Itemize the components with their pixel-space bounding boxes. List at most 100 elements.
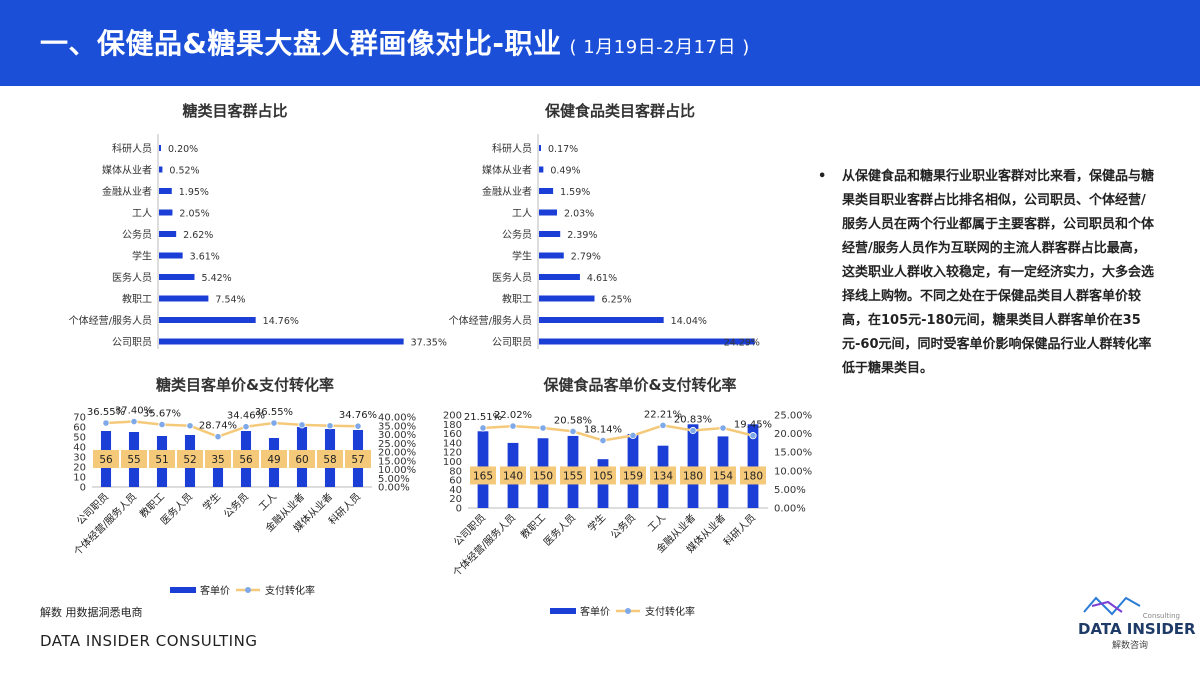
- chart-title-candy-share: 糖类目客群占比: [182, 102, 288, 120]
- share-bar: [159, 145, 161, 151]
- price-bar: [747, 424, 759, 508]
- share-bar: [539, 188, 554, 194]
- price-label-bg: [470, 466, 496, 485]
- chart-candy-share: 科研人员 0.20% 媒体从业者 0.52% 金融从业者 1.95% 工人 2.05% 公务员 2…: [69, 134, 447, 349]
- price-label: 55: [127, 454, 140, 466]
- price-label-bg: [261, 450, 287, 468]
- header-bar: 一、保健品&糖果大盘人群画像对比-职业( 1月19日-2月17日 ): [0, 0, 1200, 86]
- y-tick-label: 200: [443, 411, 462, 422]
- category-label: 个体经营/服务人员: [449, 314, 532, 327]
- share-bar: [159, 188, 172, 194]
- price-label: 165: [473, 470, 493, 482]
- price-label: 56: [99, 454, 113, 466]
- y-tick-label: 160: [443, 429, 462, 440]
- price-label-bg: [233, 450, 259, 468]
- share-bar: [539, 274, 580, 280]
- x-tick-label: 公务员: [608, 511, 638, 541]
- category-label: 医务人员: [492, 271, 532, 284]
- conversion-label: 36.55%: [87, 407, 125, 418]
- y-tick-label: 60: [73, 423, 86, 434]
- share-bar: [159, 231, 177, 237]
- price-label-bg: [530, 466, 556, 485]
- value-label: 6.25%: [602, 295, 632, 306]
- value-label: 0.49%: [550, 166, 580, 177]
- share-bar: [539, 145, 541, 151]
- price-label-bg: [740, 466, 766, 485]
- price-label: 35: [211, 454, 224, 466]
- value-label: 5.42%: [202, 273, 232, 284]
- conversion-point: [659, 421, 667, 429]
- legend-line-marker: [625, 608, 631, 614]
- price-label-bg: [205, 450, 231, 468]
- conversion-label: 34.46%: [227, 411, 265, 422]
- price-label: 134: [653, 470, 673, 482]
- legend-bar-label: 客单价: [200, 584, 230, 597]
- conversion-label: 22.21%: [644, 409, 682, 420]
- price-label-bg: [590, 466, 616, 485]
- price-label-bg: [345, 450, 371, 468]
- conversion-point: [186, 422, 194, 430]
- x-tick-label: 医务人员: [541, 511, 578, 548]
- category-label: 公务员: [502, 228, 532, 241]
- y2-tick-label: 5.00%: [774, 485, 806, 496]
- y-tick-label: 180: [443, 420, 462, 431]
- conversion-point: [689, 426, 697, 435]
- y2-tick-label: 25.00%: [774, 411, 812, 422]
- price-bar: [212, 452, 224, 487]
- price-label: 105: [593, 470, 613, 482]
- notes-text: 从保健食品和糖果行业职业客群对比来看，保健品与糖果类目职业客群占比排名相似，公司…: [842, 169, 1155, 376]
- x-tick-label: 公务员: [221, 490, 251, 520]
- y2-tick-label: 35.00%: [378, 421, 416, 432]
- logo-cn: 解数咨询: [1112, 641, 1149, 651]
- y2-tick-label: 40.00%: [378, 413, 416, 424]
- conversion-point: [326, 422, 334, 430]
- brand-logo: Consulting DATA INSIDER 解数咨询: [1078, 590, 1196, 651]
- y-tick-label: 60: [449, 476, 462, 487]
- category-label: 金融从业者: [482, 185, 532, 198]
- y-tick-label: 30: [73, 453, 86, 464]
- date-range: ( 1月19日-2月17日 ): [569, 37, 750, 58]
- value-label: 24.29%: [724, 338, 760, 349]
- value-label: 14.76%: [263, 316, 299, 327]
- y-tick-label: 20: [73, 463, 86, 474]
- conversion-point: [569, 427, 577, 436]
- y-tick-label: 0: [80, 483, 86, 494]
- notes-bullet: •: [818, 169, 827, 184]
- value-label: 3.61%: [190, 252, 220, 263]
- conversion-label: 18.14%: [584, 425, 622, 436]
- conversion-label: 37.40%: [115, 406, 153, 417]
- price-label: 60: [295, 454, 308, 466]
- chart-title-health-price: 保健食品客单价&支付转化率: [543, 376, 737, 394]
- x-tick-label: 学生: [585, 511, 608, 534]
- value-label: 1.95%: [179, 187, 209, 198]
- price-label: 49: [267, 454, 280, 466]
- price-label-bg: [317, 450, 343, 468]
- share-bar: [539, 338, 755, 345]
- conversion-point: [158, 420, 166, 429]
- category-label: 媒体从业者: [482, 165, 532, 177]
- y-tick-label: 140: [443, 438, 462, 449]
- category-label: 工人: [132, 208, 152, 220]
- conversion-point: [479, 424, 487, 432]
- category-label: 公司职员: [112, 337, 152, 349]
- price-label-bg: [289, 450, 315, 468]
- value-label: 4.61%: [587, 273, 617, 284]
- conversion-point: [102, 419, 110, 427]
- logo-mark-icon: [1083, 596, 1141, 616]
- price-bar: [687, 424, 699, 508]
- y-tick-label: 40: [73, 443, 86, 454]
- y2-tick-label: 10.00%: [378, 465, 416, 476]
- x-tick-label: 教职工: [518, 511, 548, 541]
- price-label-bg: [149, 450, 175, 468]
- conversion-label: 35.67%: [143, 409, 181, 420]
- legend-line-label: 支付转化率: [265, 584, 315, 597]
- conversion-label: 19.45%: [734, 420, 772, 431]
- conversion-label: 20.58%: [554, 415, 592, 426]
- conversion-line: [105, 420, 359, 439]
- legend-bar-swatch: [550, 608, 576, 614]
- price-label-bg: [680, 466, 706, 485]
- category-label: 工人: [512, 208, 532, 220]
- conversion-label: 20.83%: [674, 415, 712, 426]
- y-tick-label: 70: [73, 413, 86, 424]
- x-tick-label: 科研人员: [721, 511, 758, 548]
